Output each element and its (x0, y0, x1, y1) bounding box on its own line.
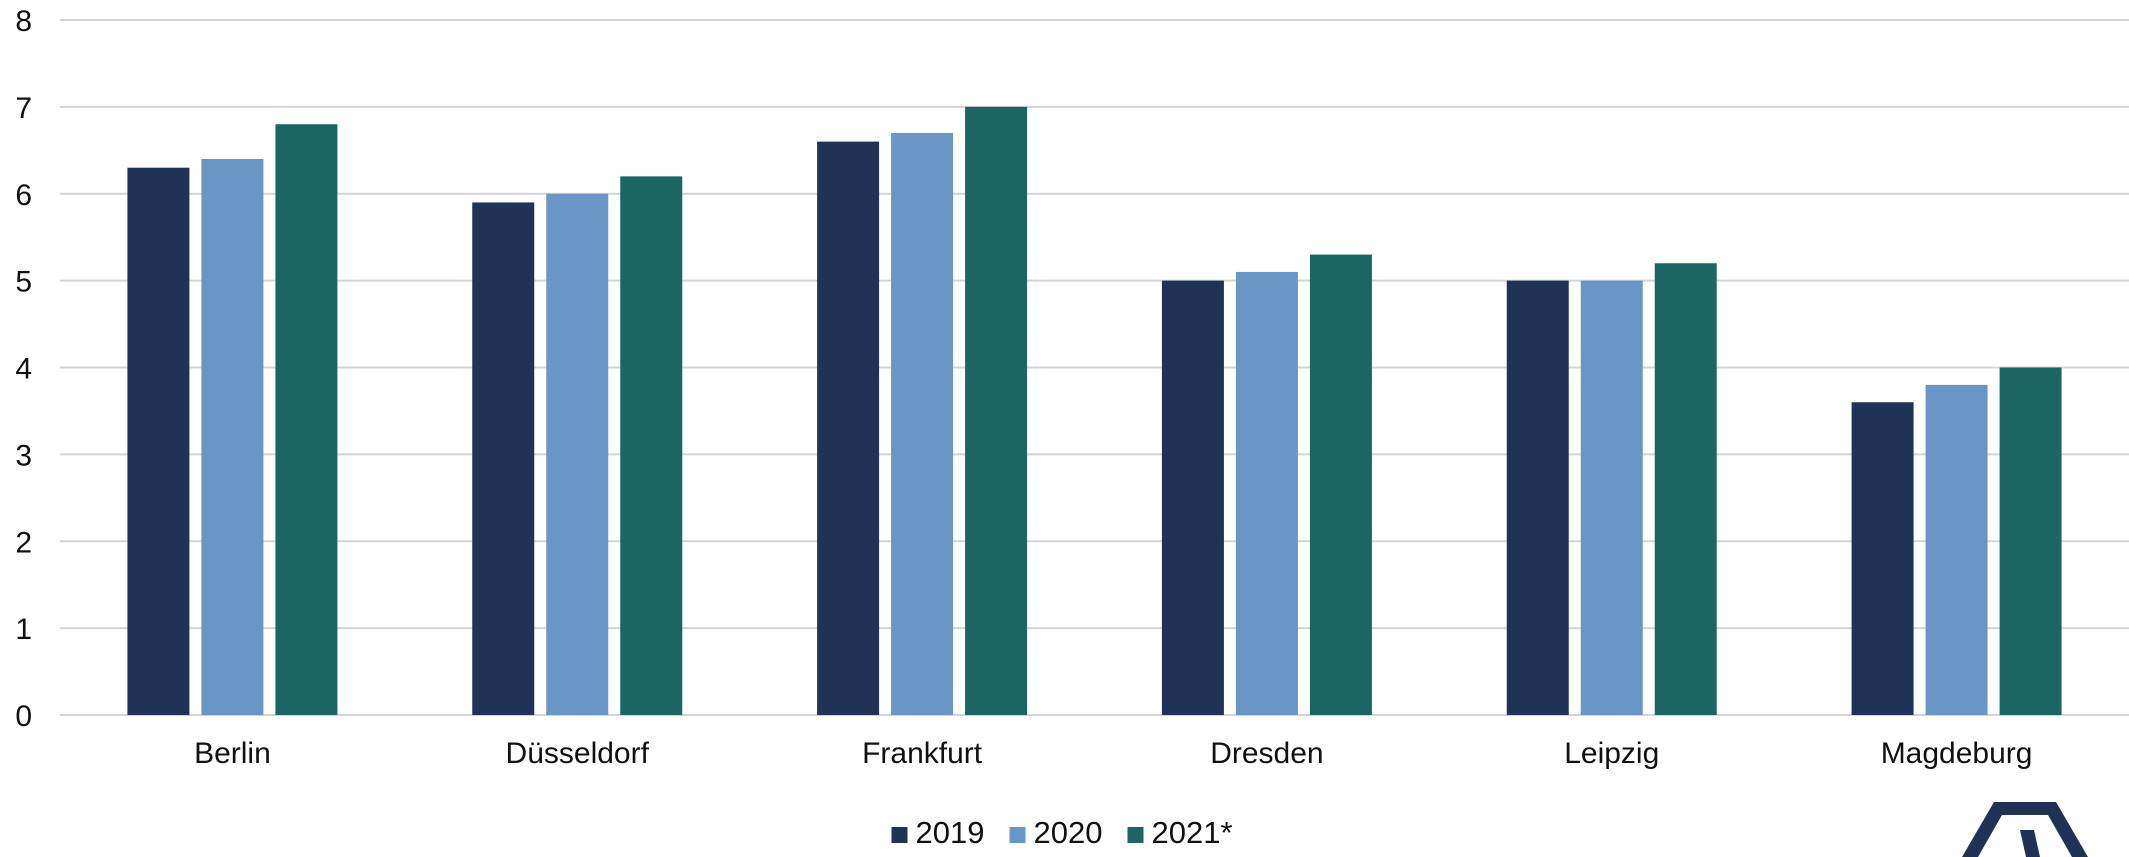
bar-2021-leipzig (1654, 263, 1717, 715)
bar-2020-düsseldorf (546, 193, 609, 715)
x-tick-label: Düsseldorf (506, 737, 650, 770)
y-tick-label: 5 (15, 266, 32, 299)
bar-2020-berlin (201, 159, 264, 715)
bar-2019-dresden (1161, 280, 1224, 715)
y-tick-label: 3 (15, 439, 32, 472)
legend-label: 2020 (1034, 815, 1103, 850)
y-tick-label: 6 (15, 179, 32, 212)
x-tick-label: Berlin (194, 737, 271, 770)
bar-2020-dresden (1235, 271, 1298, 715)
x-axis-ticks: Berlin Düsseldorf Frankfurt Dresden Leipzig M… (194, 737, 2032, 770)
y-tick-label: 1 (15, 613, 32, 646)
bar-2019-düsseldorf (472, 202, 535, 715)
x-tick-label: Leipzig (1564, 737, 1659, 770)
bars (127, 106, 2062, 715)
bar-2021-düsseldorf (620, 176, 683, 715)
bar-2020-leipzig (1580, 280, 1643, 715)
bar-2021-dresden (1309, 254, 1372, 715)
legend-label: 2021* (1152, 815, 1233, 850)
legend-swatch (1127, 827, 1144, 843)
bar-2019-leipzig (1506, 280, 1569, 715)
y-tick-label: 2 (15, 526, 32, 559)
bar-2019-berlin (127, 167, 190, 715)
x-tick-label: Frankfurt (862, 737, 983, 770)
y-tick-label: 0 (15, 700, 32, 733)
company-logo (1962, 802, 2088, 857)
logo-inner-shape (2020, 830, 2040, 857)
logo-outer-shape (1962, 802, 2088, 857)
bar-2020-frankfurt (891, 132, 954, 715)
y-tick-label: 8 (15, 5, 32, 38)
x-tick-label: Magdeburg (1881, 737, 2033, 770)
y-tick-label: 4 (15, 353, 32, 386)
legend: 2019 2020 2021* (891, 815, 1233, 850)
bar-2021-frankfurt (965, 106, 1028, 715)
bar-2021-magdeburg (1999, 367, 2062, 715)
legend-swatch (891, 827, 908, 843)
bar-2021-berlin (275, 124, 338, 715)
x-tick-label: Dresden (1210, 737, 1323, 770)
gridlines (60, 19, 2129, 716)
bar-2020-magdeburg (1925, 384, 1988, 715)
y-tick-label: 7 (15, 92, 32, 125)
bar-2019-frankfurt (817, 141, 880, 715)
legend-label: 2019 (916, 815, 985, 850)
bar-2019-magdeburg (1851, 402, 1914, 715)
legend-swatch (1009, 827, 1026, 843)
y-axis-ticks: 0 1 2 3 4 5 6 7 8 (15, 5, 32, 733)
